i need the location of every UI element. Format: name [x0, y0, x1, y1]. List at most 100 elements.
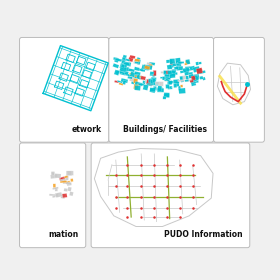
Polygon shape [146, 83, 152, 87]
Polygon shape [60, 178, 66, 181]
Polygon shape [119, 71, 124, 74]
Polygon shape [134, 71, 141, 76]
Polygon shape [67, 183, 72, 186]
Polygon shape [155, 82, 160, 86]
Polygon shape [52, 187, 59, 190]
Polygon shape [177, 62, 184, 64]
Polygon shape [166, 78, 171, 80]
Polygon shape [130, 55, 136, 59]
Polygon shape [155, 82, 160, 85]
Polygon shape [122, 71, 125, 75]
Polygon shape [127, 76, 132, 79]
Polygon shape [165, 74, 172, 77]
Polygon shape [186, 79, 193, 82]
Polygon shape [114, 70, 120, 76]
Polygon shape [158, 81, 164, 86]
Polygon shape [161, 71, 166, 74]
Polygon shape [143, 84, 148, 90]
Polygon shape [64, 188, 68, 192]
Polygon shape [128, 68, 135, 72]
Polygon shape [176, 62, 181, 67]
Polygon shape [164, 94, 169, 98]
Polygon shape [135, 59, 140, 62]
Polygon shape [69, 192, 74, 196]
Polygon shape [189, 75, 194, 78]
Polygon shape [169, 86, 172, 88]
Polygon shape [141, 64, 149, 71]
Polygon shape [120, 66, 127, 72]
Polygon shape [135, 81, 138, 85]
Polygon shape [148, 79, 151, 83]
Polygon shape [119, 71, 126, 75]
Polygon shape [123, 62, 130, 66]
Polygon shape [120, 63, 127, 70]
FancyBboxPatch shape [109, 38, 214, 142]
Polygon shape [137, 83, 141, 85]
Polygon shape [164, 92, 169, 97]
Polygon shape [157, 88, 164, 92]
Polygon shape [116, 70, 119, 74]
Polygon shape [150, 82, 157, 85]
Polygon shape [145, 79, 148, 83]
Polygon shape [168, 81, 172, 85]
Polygon shape [133, 60, 139, 64]
Polygon shape [199, 76, 203, 80]
Polygon shape [139, 78, 144, 81]
Polygon shape [168, 81, 174, 84]
Polygon shape [121, 78, 128, 83]
Polygon shape [164, 75, 171, 80]
Polygon shape [147, 83, 154, 85]
Text: PUDO Information: PUDO Information [164, 230, 243, 239]
Polygon shape [65, 181, 70, 184]
Polygon shape [143, 64, 150, 71]
Polygon shape [53, 184, 56, 188]
Polygon shape [140, 76, 146, 80]
Polygon shape [185, 79, 189, 82]
Polygon shape [62, 193, 67, 198]
Polygon shape [121, 60, 125, 64]
Polygon shape [144, 66, 150, 70]
Polygon shape [55, 193, 58, 197]
Polygon shape [172, 72, 178, 75]
Polygon shape [63, 180, 66, 184]
Polygon shape [135, 81, 139, 84]
Polygon shape [176, 66, 183, 71]
Polygon shape [173, 83, 177, 88]
Polygon shape [202, 77, 206, 80]
Polygon shape [113, 57, 118, 60]
Polygon shape [143, 81, 146, 84]
Polygon shape [170, 64, 174, 68]
Polygon shape [197, 69, 201, 72]
Polygon shape [70, 179, 73, 182]
Polygon shape [117, 80, 122, 83]
Polygon shape [183, 67, 190, 73]
Polygon shape [114, 80, 119, 83]
Polygon shape [191, 76, 196, 81]
Polygon shape [136, 57, 141, 62]
Polygon shape [150, 72, 154, 74]
Polygon shape [150, 88, 155, 92]
Polygon shape [190, 80, 193, 83]
Polygon shape [189, 74, 193, 78]
Polygon shape [122, 58, 126, 61]
Polygon shape [197, 72, 202, 74]
Polygon shape [190, 66, 195, 71]
Polygon shape [165, 74, 169, 79]
Polygon shape [133, 78, 138, 83]
FancyBboxPatch shape [214, 38, 264, 142]
Polygon shape [180, 85, 183, 87]
Polygon shape [196, 67, 203, 74]
Polygon shape [119, 70, 126, 74]
Text: Buildings/ Facilities: Buildings/ Facilities [123, 125, 207, 134]
Text: etwork: etwork [72, 125, 102, 134]
Polygon shape [184, 71, 189, 76]
Polygon shape [178, 86, 181, 90]
Polygon shape [51, 172, 55, 175]
Polygon shape [120, 71, 126, 75]
Polygon shape [137, 59, 141, 65]
Polygon shape [113, 63, 119, 68]
Polygon shape [175, 58, 181, 63]
Polygon shape [137, 82, 143, 86]
Polygon shape [170, 74, 175, 78]
Polygon shape [166, 60, 172, 63]
